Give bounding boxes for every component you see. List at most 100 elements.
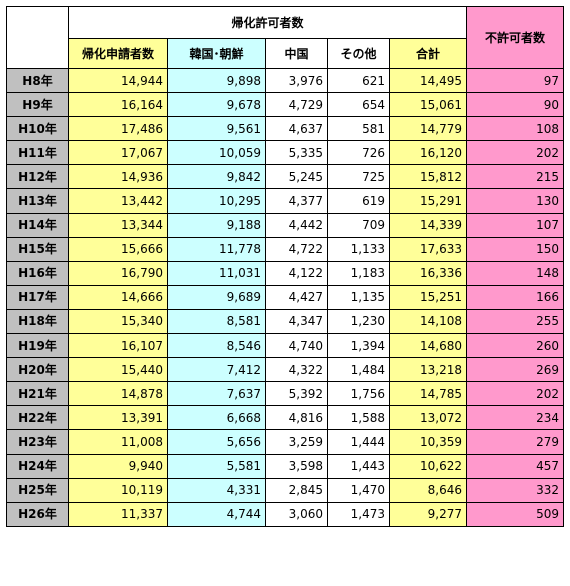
applicants-cell: 15,340 <box>68 308 168 335</box>
table-row: H19年 16,107 8,546 4,740 1,394 14,680 260 <box>6 333 564 359</box>
rejected-cell: 107 <box>466 212 564 238</box>
applicants-cell: 15,440 <box>68 357 168 383</box>
other-cell: 1,394 <box>327 333 390 359</box>
other-cell: 725 <box>327 164 390 190</box>
rejected-cell: 202 <box>466 381 564 407</box>
rejected-cell: 97 <box>466 67 564 94</box>
china-cell: 4,122 <box>265 260 328 286</box>
korea-cell: 4,331 <box>167 477 266 503</box>
total-cell: 15,291 <box>389 188 467 214</box>
table-row: H12年 14,936 9,842 5,245 725 15,812 215 <box>6 164 564 190</box>
korea-cell: 9,898 <box>167 67 266 94</box>
other-cell: 1,135 <box>327 284 390 310</box>
other-cell: 1,473 <box>327 501 390 527</box>
china-cell: 4,740 <box>265 333 328 359</box>
year-cell: H11年 <box>6 140 69 166</box>
other-cell: 709 <box>327 212 390 238</box>
china-cell: 4,347 <box>265 308 328 335</box>
table-row: H15年 15,666 11,778 4,722 1,133 17,633 150 <box>6 236 564 262</box>
applicants-cell: 16,790 <box>68 260 168 286</box>
korea-cell: 10,059 <box>167 140 266 166</box>
total-cell: 10,359 <box>389 429 467 455</box>
year-cell: H14年 <box>6 212 69 238</box>
applicants-cell: 15,666 <box>68 236 168 262</box>
rejected-cell: 255 <box>466 308 564 335</box>
applicants-cell: 10,119 <box>68 477 168 503</box>
china-cell: 3,976 <box>265 67 328 94</box>
year-cell: H21年 <box>6 381 69 407</box>
total-cell: 15,812 <box>389 164 467 190</box>
year-cell: H22年 <box>6 405 69 431</box>
table-row: H20年 15,440 7,412 4,322 1,484 13,218 269 <box>6 357 564 383</box>
china-cell: 4,816 <box>265 405 328 431</box>
china-cell: 4,377 <box>265 188 328 214</box>
naturalization-table: 帰化許可者数 不許可者数 帰化申請者数 韓国･朝鮮 中国 その他 合計 H8年 1… <box>6 6 564 527</box>
other-cell: 1,183 <box>327 260 390 286</box>
korea-cell: 8,581 <box>167 308 266 335</box>
rejected-cell: 148 <box>466 260 564 286</box>
table-row: H11年 17,067 10,059 5,335 726 16,120 202 <box>6 140 564 166</box>
rejected-cell: 90 <box>466 92 564 118</box>
header-korea: 韓国･朝鮮 <box>167 38 266 69</box>
korea-cell: 9,561 <box>167 116 266 142</box>
korea-cell: 7,637 <box>167 381 266 407</box>
rejected-cell: 279 <box>466 429 564 455</box>
table-row: H18年 15,340 8,581 4,347 1,230 14,108 255 <box>6 308 564 335</box>
total-cell: 14,108 <box>389 308 467 335</box>
total-cell: 16,120 <box>389 140 467 166</box>
rejected-cell: 166 <box>466 284 564 310</box>
year-cell: H26年 <box>6 501 69 527</box>
rejected-cell: 260 <box>466 333 564 359</box>
korea-cell: 9,188 <box>167 212 266 238</box>
applicants-cell: 16,107 <box>68 333 168 359</box>
table-row: H23年 11,008 5,656 3,259 1,444 10,359 279 <box>6 429 564 455</box>
year-cell: H15年 <box>6 236 69 262</box>
applicants-cell: 17,067 <box>68 140 168 166</box>
table-body: H8年 14,944 9,898 3,976 621 14,495 97 H9年 16,164 9… <box>6 67 564 527</box>
year-cell: H25年 <box>6 477 69 503</box>
table-row: H10年 17,486 9,561 4,637 581 14,779 108 <box>6 116 564 142</box>
korea-cell: 9,689 <box>167 284 266 310</box>
other-cell: 726 <box>327 140 390 166</box>
other-cell: 1,484 <box>327 357 390 383</box>
other-cell: 654 <box>327 92 390 118</box>
rejected-cell: 202 <box>466 140 564 166</box>
china-cell: 4,729 <box>265 92 328 118</box>
total-cell: 15,061 <box>389 92 467 118</box>
rejected-cell: 150 <box>466 236 564 262</box>
other-cell: 621 <box>327 67 390 94</box>
total-cell: 14,680 <box>389 333 467 359</box>
applicants-cell: 16,164 <box>68 92 168 118</box>
rejected-cell: 269 <box>466 357 564 383</box>
year-cell: H17年 <box>6 284 69 310</box>
rejected-cell: 215 <box>466 164 564 190</box>
group-header-permitted: 帰化許可者数 <box>68 6 467 39</box>
total-cell: 8,646 <box>389 477 467 503</box>
other-cell: 619 <box>327 188 390 214</box>
rejected-cell: 108 <box>466 116 564 142</box>
korea-cell: 10,295 <box>167 188 266 214</box>
year-cell: H13年 <box>6 188 69 214</box>
applicants-cell: 13,442 <box>68 188 168 214</box>
korea-cell: 5,581 <box>167 453 266 479</box>
china-cell: 3,259 <box>265 429 328 455</box>
china-cell: 5,245 <box>265 164 328 190</box>
year-cell: H18年 <box>6 308 69 335</box>
total-cell: 10,622 <box>389 453 467 479</box>
china-cell: 4,322 <box>265 357 328 383</box>
applicants-cell: 14,936 <box>68 164 168 190</box>
other-cell: 1,444 <box>327 429 390 455</box>
other-cell: 1,756 <box>327 381 390 407</box>
china-cell: 3,060 <box>265 501 328 527</box>
total-cell: 15,251 <box>389 284 467 310</box>
table-row: H13年 13,442 10,295 4,377 619 15,291 130 <box>6 188 564 214</box>
applicants-cell: 14,878 <box>68 381 168 407</box>
korea-cell: 8,546 <box>167 333 266 359</box>
china-cell: 4,637 <box>265 116 328 142</box>
year-cell: H9年 <box>6 92 69 118</box>
table-row: H22年 13,391 6,668 4,816 1,588 13,072 234 <box>6 405 564 431</box>
corner-cell <box>6 6 69 69</box>
rejected-cell: 234 <box>466 405 564 431</box>
total-cell: 14,495 <box>389 67 467 94</box>
table-row: H21年 14,878 7,637 5,392 1,756 14,785 202 <box>6 381 564 407</box>
